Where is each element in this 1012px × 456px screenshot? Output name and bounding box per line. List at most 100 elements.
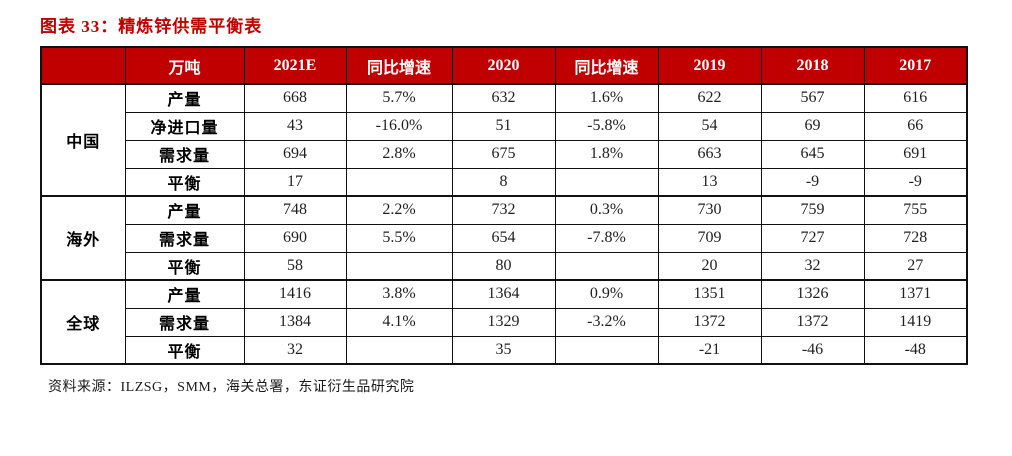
value-cell: 2.8%: [345, 139, 453, 169]
column-header: 2019: [657, 46, 762, 85]
value-cell: 1364: [451, 279, 556, 309]
table-header-row: 万吨 2021E 同比增速 2020 同比增速 2019 2018 2017: [40, 46, 968, 85]
row-label-cell: 平衡: [124, 251, 245, 281]
value-cell: [345, 167, 453, 197]
value-cell: 1372: [657, 307, 762, 337]
value-cell: 69: [760, 111, 865, 141]
column-header: 2018: [760, 46, 865, 85]
value-cell: 1416: [243, 279, 347, 309]
row-label-cell: 需求量: [124, 307, 245, 337]
value-cell: 1372: [760, 307, 865, 337]
value-cell: 4.1%: [345, 307, 453, 337]
column-header: 2021E: [243, 46, 347, 85]
value-cell: [345, 335, 453, 365]
value-cell: 1.8%: [554, 139, 659, 169]
value-cell: 58: [243, 251, 347, 281]
value-cell: 32: [760, 251, 865, 281]
value-cell: 51: [451, 111, 556, 141]
value-cell: 1384: [243, 307, 347, 337]
value-cell: 8: [451, 167, 556, 197]
value-cell: 43: [243, 111, 347, 141]
table-row: 全球 产量 1416 3.8% 1364 0.9% 1351 1326 1371: [40, 279, 968, 365]
report-figure: 图表 33：精炼锌供需平衡表 万吨 2021E 同比增速 2020 同比增速 2019 20…: [40, 17, 968, 395]
corner-cell: [40, 46, 126, 85]
value-cell: 1.6%: [554, 83, 659, 113]
row-label-cell: 产量: [124, 195, 245, 225]
value-cell: -21: [657, 335, 762, 365]
balance-table: 万吨 2021E 同比增速 2020 同比增速 2019 2018 2017 中国 产量 668 5…: [40, 46, 968, 365]
value-cell: 2.2%: [345, 195, 453, 225]
source-note: 资料来源：ILZSG，SMM，海关总署，东证衍生品研究院: [48, 380, 415, 395]
value-cell: 20: [657, 251, 762, 281]
group-label-cell: 中国: [40, 83, 126, 197]
column-header: 同比增速: [554, 46, 659, 85]
table-row: 平衡 32 35 -21 -46 -48: [41, 335, 968, 365]
value-cell: 0.9%: [554, 279, 659, 309]
table-header: 万吨 2021E 同比增速 2020 同比增速 2019 2018 2017: [40, 46, 968, 85]
value-cell: 35: [451, 335, 556, 365]
value-cell: 5.7%: [345, 83, 453, 113]
value-cell: 663: [657, 139, 762, 169]
column-header: 2017: [863, 46, 968, 85]
group-label-cell: 全球: [40, 279, 126, 365]
value-cell: -7.8%: [554, 223, 659, 253]
row-label-cell: 产量: [124, 83, 245, 113]
value-cell: 691: [863, 139, 968, 169]
value-cell: -16.0%: [345, 111, 453, 141]
value-cell: 694: [243, 139, 347, 169]
value-cell: 709: [657, 223, 762, 253]
row-label-cell: 产量: [124, 279, 245, 309]
value-cell: 690: [243, 223, 347, 253]
value-cell: 668: [243, 83, 347, 113]
row-label-cell: 平衡: [124, 167, 245, 197]
value-cell: [554, 167, 659, 197]
value-cell: 759: [760, 195, 865, 225]
value-cell: 3.8%: [345, 279, 453, 309]
value-cell: [554, 335, 659, 365]
column-header: 2020: [451, 46, 556, 85]
value-cell: 748: [243, 195, 347, 225]
figure-title: 图表 33：精炼锌供需平衡表: [40, 17, 263, 36]
value-cell: -46: [760, 335, 865, 365]
value-cell: 5.5%: [345, 223, 453, 253]
table-row: 需求量 694 2.8% 675 1.8% 663 645 691: [41, 139, 968, 169]
value-cell: 54: [657, 111, 762, 141]
value-cell: 80: [451, 251, 556, 281]
value-cell: 645: [760, 139, 865, 169]
value-cell: 632: [451, 83, 556, 113]
value-cell: 13: [657, 167, 762, 197]
table-row: 净进口量 43 -16.0% 51 -5.8% 54 69 66: [41, 111, 968, 141]
group-label-cell: 海外: [40, 195, 126, 281]
value-cell: 27: [863, 251, 968, 281]
table-row: 平衡 17 8 13 -9 -9: [41, 167, 968, 197]
value-cell: [554, 251, 659, 281]
table-row: 需求量 690 5.5% 654 -7.8% 709 727 728: [41, 223, 968, 253]
row-label-cell: 需求量: [124, 139, 245, 169]
table-row: 平衡 58 80 20 32 27: [41, 251, 968, 281]
value-cell: 675: [451, 139, 556, 169]
value-cell: 727: [760, 223, 865, 253]
value-cell: 1371: [863, 279, 968, 309]
value-cell: -9: [863, 167, 968, 197]
table-body: 中国 产量 668 5.7% 632 1.6% 622 567 616 净进口量 43 -16.0% 5…: [40, 83, 968, 365]
value-cell: -3.2%: [554, 307, 659, 337]
value-cell: 730: [657, 195, 762, 225]
value-cell: 66: [863, 111, 968, 141]
value-cell: -9: [760, 167, 865, 197]
value-cell: 728: [863, 223, 968, 253]
unit-header: 万吨: [124, 46, 245, 85]
value-cell: 1419: [863, 307, 968, 337]
value-cell: 17: [243, 167, 347, 197]
value-cell: 1351: [657, 279, 762, 309]
row-label-cell: 需求量: [124, 223, 245, 253]
value-cell: 1326: [760, 279, 865, 309]
value-cell: [345, 251, 453, 281]
value-cell: 1329: [451, 307, 556, 337]
value-cell: -48: [863, 335, 968, 365]
row-label-cell: 平衡: [124, 335, 245, 365]
value-cell: 622: [657, 83, 762, 113]
value-cell: -5.8%: [554, 111, 659, 141]
value-cell: 654: [451, 223, 556, 253]
row-label-cell: 净进口量: [124, 111, 245, 141]
value-cell: 32: [243, 335, 347, 365]
